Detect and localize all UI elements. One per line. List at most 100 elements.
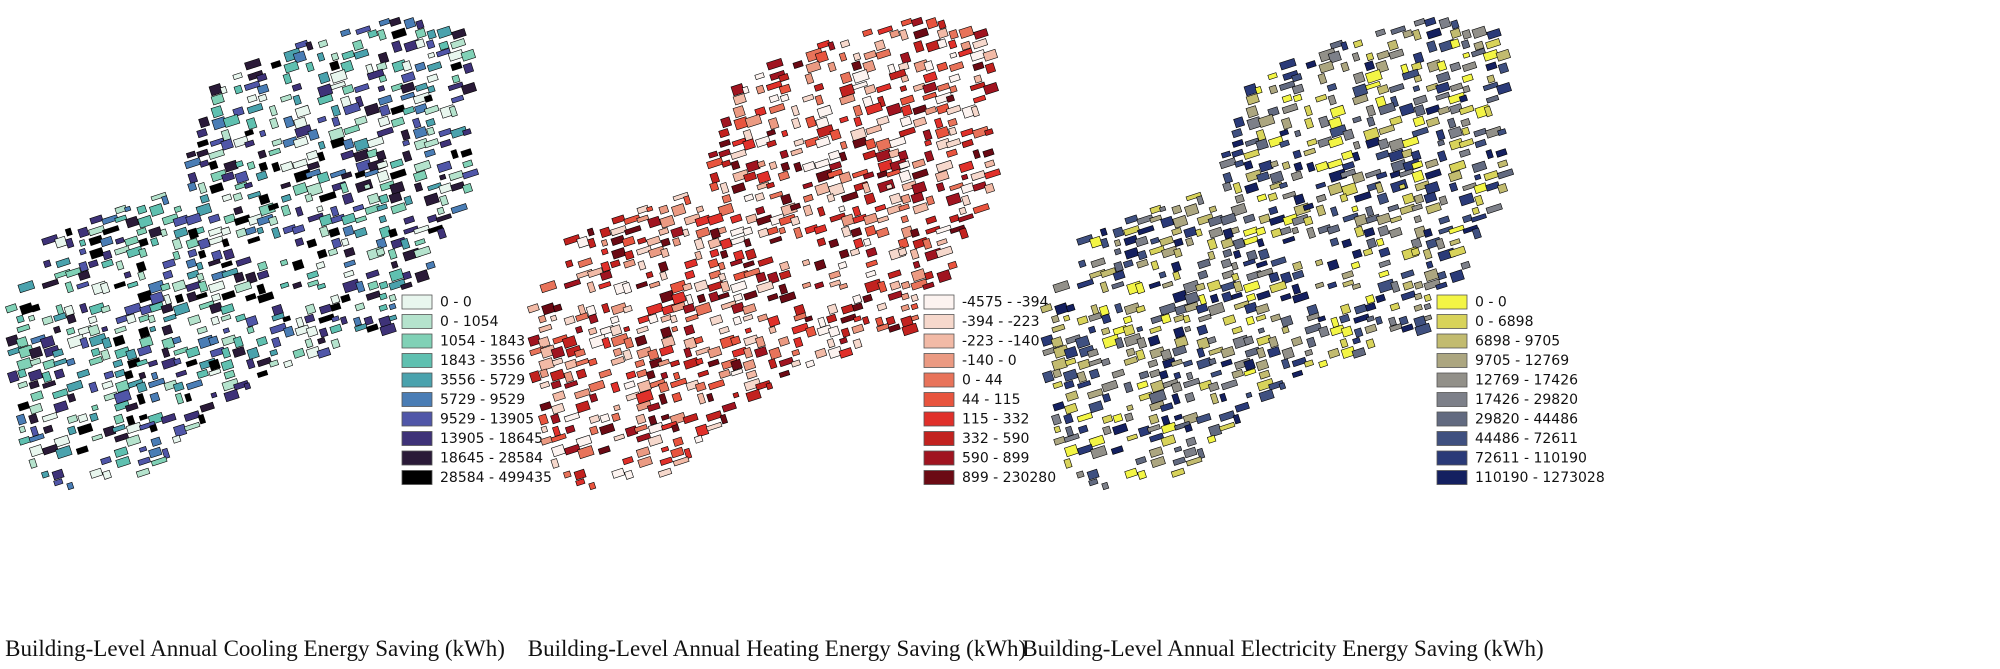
building bbox=[683, 324, 696, 336]
building bbox=[1076, 443, 1094, 456]
building bbox=[1447, 117, 1457, 129]
building bbox=[1377, 102, 1396, 116]
building bbox=[1158, 271, 1167, 279]
building bbox=[1378, 259, 1391, 268]
building bbox=[173, 226, 189, 239]
building bbox=[1258, 369, 1271, 380]
building bbox=[1196, 324, 1209, 336]
building bbox=[621, 282, 633, 295]
building bbox=[1423, 191, 1438, 204]
building bbox=[1102, 393, 1112, 403]
building bbox=[1078, 344, 1096, 358]
building bbox=[187, 171, 199, 184]
building bbox=[1341, 182, 1358, 197]
building bbox=[539, 380, 551, 390]
building bbox=[162, 269, 174, 280]
building bbox=[1183, 446, 1198, 459]
building bbox=[1159, 235, 1174, 247]
building bbox=[1148, 389, 1167, 405]
building bbox=[671, 203, 687, 217]
building bbox=[1232, 413, 1242, 425]
building bbox=[115, 260, 125, 271]
building bbox=[1173, 314, 1186, 323]
building bbox=[721, 401, 737, 413]
building bbox=[669, 359, 681, 368]
building bbox=[196, 368, 209, 379]
building bbox=[852, 104, 863, 117]
building bbox=[1398, 183, 1406, 190]
building bbox=[765, 181, 775, 189]
building bbox=[1114, 337, 1125, 349]
building bbox=[391, 27, 407, 40]
building bbox=[897, 247, 908, 257]
building bbox=[377, 94, 393, 106]
building bbox=[1222, 171, 1234, 184]
building bbox=[790, 215, 801, 227]
building bbox=[1042, 370, 1055, 384]
building bbox=[816, 104, 833, 119]
building bbox=[948, 73, 961, 83]
building bbox=[1426, 40, 1438, 53]
building bbox=[816, 124, 835, 139]
building bbox=[888, 68, 907, 81]
building bbox=[316, 151, 326, 162]
building bbox=[646, 205, 654, 213]
building bbox=[720, 300, 737, 310]
building bbox=[1147, 359, 1159, 368]
building bbox=[657, 467, 673, 478]
building bbox=[220, 303, 235, 315]
building bbox=[838, 282, 849, 290]
building bbox=[805, 325, 817, 338]
building bbox=[1486, 28, 1502, 40]
building bbox=[898, 203, 910, 212]
building bbox=[1243, 280, 1261, 294]
building bbox=[220, 314, 232, 322]
building bbox=[304, 313, 316, 324]
building bbox=[1351, 151, 1361, 162]
building bbox=[769, 190, 784, 200]
building bbox=[778, 369, 791, 379]
building bbox=[1195, 303, 1209, 314]
building bbox=[1090, 445, 1108, 460]
building bbox=[1390, 280, 1401, 293]
building bbox=[972, 61, 985, 72]
building bbox=[550, 346, 566, 360]
building bbox=[757, 256, 774, 267]
building bbox=[161, 195, 170, 206]
building bbox=[1159, 402, 1174, 412]
building bbox=[1112, 413, 1124, 424]
building bbox=[209, 301, 223, 314]
building bbox=[600, 247, 609, 256]
building bbox=[209, 137, 225, 147]
building bbox=[221, 378, 240, 392]
building bbox=[316, 205, 324, 213]
building bbox=[197, 280, 209, 293]
building bbox=[623, 214, 641, 226]
legend-swatch bbox=[923, 450, 955, 466]
building bbox=[340, 28, 351, 38]
building bbox=[123, 271, 132, 279]
building bbox=[124, 205, 132, 213]
building bbox=[78, 261, 89, 273]
building bbox=[447, 49, 465, 62]
building bbox=[1425, 116, 1440, 128]
building bbox=[1112, 270, 1126, 281]
building bbox=[611, 412, 621, 422]
building bbox=[793, 226, 803, 239]
building bbox=[427, 85, 436, 94]
building bbox=[245, 117, 258, 130]
building bbox=[898, 169, 912, 183]
building bbox=[292, 182, 309, 196]
building bbox=[1390, 25, 1407, 35]
building bbox=[1112, 422, 1129, 436]
building bbox=[1126, 433, 1139, 442]
building bbox=[551, 402, 566, 415]
building bbox=[1182, 359, 1194, 368]
building bbox=[1087, 388, 1104, 400]
building bbox=[874, 203, 887, 213]
building bbox=[1402, 280, 1414, 291]
building bbox=[563, 443, 581, 456]
building bbox=[1197, 258, 1211, 270]
